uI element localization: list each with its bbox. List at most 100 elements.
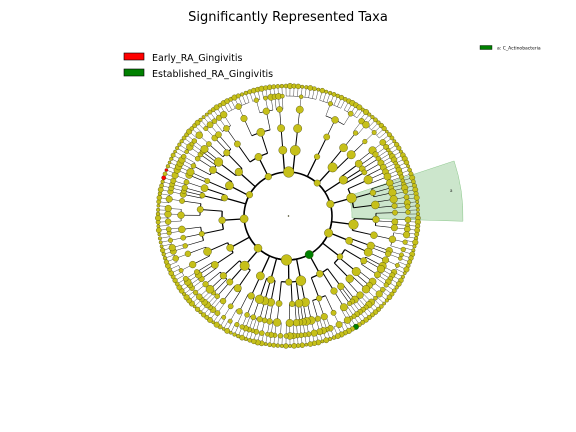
taxon-node — [406, 164, 411, 169]
taxon-node — [313, 179, 321, 187]
taxon-node — [157, 186, 164, 193]
taxon-node — [267, 342, 272, 347]
class-legend: Early_RA_Gingivitis Established_RA_Gingi… — [123, 52, 273, 80]
taxon-node — [202, 281, 209, 288]
tree-branch — [246, 297, 255, 315]
tree-branch — [322, 242, 341, 258]
taxon-node — [201, 312, 207, 318]
taxon-node — [285, 278, 293, 286]
taxon-node — [240, 115, 248, 122]
taxon-node — [370, 312, 375, 318]
tree-branch — [202, 194, 224, 202]
taxon-node — [346, 150, 356, 160]
tree-branch — [345, 171, 365, 184]
taxon-node — [236, 308, 243, 315]
taxon-node — [354, 159, 363, 168]
taxon-node — [172, 255, 179, 262]
taxon-node — [340, 303, 348, 312]
tree-branch — [312, 300, 319, 319]
taxon-node — [339, 143, 348, 153]
tree-branch — [278, 281, 282, 304]
taxon-node — [191, 138, 197, 144]
taxon-node — [271, 84, 277, 90]
taxon-node — [392, 288, 397, 293]
tree-branch — [230, 290, 242, 307]
tree-branch — [184, 187, 204, 194]
taxon-node — [324, 89, 329, 94]
tree-branch — [375, 205, 395, 209]
taxon-node — [271, 342, 277, 348]
taxon-node — [404, 225, 411, 233]
tree-branch — [185, 240, 204, 247]
taxon-node — [196, 206, 204, 213]
tree-branch — [372, 187, 392, 194]
taxon-node — [367, 112, 372, 117]
taxon-node — [213, 321, 220, 328]
legend-swatch-established — [123, 68, 145, 77]
taxon-node — [181, 153, 187, 160]
taxon-node — [254, 153, 263, 161]
taxon-node — [299, 342, 305, 348]
taxon-node — [310, 329, 318, 337]
taxon-node — [159, 244, 164, 249]
taxon-node — [375, 290, 383, 298]
taxon-node — [182, 275, 189, 282]
taxon-node — [162, 171, 168, 177]
taxon-node — [243, 90, 249, 96]
taxon-node — [391, 218, 399, 226]
tree-branch — [375, 212, 395, 214]
taxon-node — [211, 320, 216, 325]
taxon-node — [363, 175, 373, 185]
taxon-node — [283, 333, 289, 339]
taxon-node — [189, 260, 197, 269]
taxon-node — [392, 209, 398, 216]
taxon-node — [360, 319, 366, 325]
taxon-node — [161, 252, 166, 257]
taxon-node — [361, 169, 368, 176]
taxon-node — [176, 284, 183, 291]
taxon-node — [165, 164, 170, 169]
taxon-node — [336, 253, 344, 260]
taxon-node — [307, 85, 314, 91]
taxon-node — [216, 114, 222, 121]
taxon-node — [386, 294, 393, 300]
taxon-node — [261, 317, 268, 324]
tree-nodes — [155, 83, 421, 349]
taxon-node — [384, 298, 389, 303]
taxon-node — [398, 256, 403, 261]
taxon-node — [211, 118, 218, 124]
taxon-node — [262, 107, 270, 115]
taxon-node — [184, 250, 192, 257]
taxon-node — [363, 109, 370, 116]
taxon-node — [363, 247, 373, 257]
tree-branch — [226, 152, 243, 169]
taxon-node — [402, 231, 411, 239]
taxon-node — [374, 271, 381, 279]
taxon-node — [204, 112, 209, 117]
taxon-node — [155, 211, 161, 217]
taxon-node — [335, 321, 343, 328]
taxon-node — [223, 125, 230, 132]
tree-branch — [325, 295, 334, 313]
tree-branch — [222, 285, 235, 302]
taxon-node — [292, 319, 301, 327]
taxon-node — [226, 278, 234, 286]
taxon-node — [198, 117, 203, 122]
taxon-node — [156, 195, 162, 201]
taxon-node — [295, 275, 307, 286]
taxon-node — [382, 301, 386, 306]
taxon-node — [200, 145, 209, 154]
taxon-node — [233, 284, 242, 293]
taxon-node — [403, 159, 410, 166]
taxon-node — [244, 312, 250, 318]
tree-branch — [310, 277, 320, 299]
taxon-node — [164, 218, 172, 225]
taxon-node — [266, 318, 273, 325]
taxon-node — [316, 270, 324, 278]
tree-branch — [213, 278, 227, 294]
taxon-node — [289, 300, 296, 307]
taxon-node — [331, 116, 339, 124]
taxon-node — [404, 216, 412, 223]
taxon-node — [263, 342, 268, 346]
